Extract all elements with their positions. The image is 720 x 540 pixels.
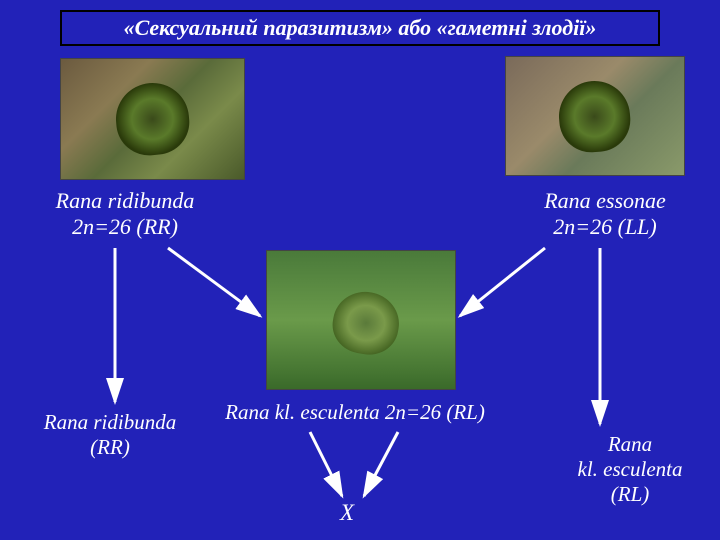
cross-symbol: X	[340, 500, 354, 526]
slide-title: «Сексуальний паразитизм» або «гаметні зл…	[60, 10, 660, 46]
parent-right-label-line1: Rana essonae	[544, 188, 666, 213]
parent-left-image	[60, 58, 245, 180]
parent-right-image	[505, 56, 685, 176]
parent-left-label-line2: 2n=26 (RR)	[72, 214, 178, 239]
parent-left-label: Rana ridibunda 2n=26 (RR)	[30, 188, 220, 241]
backcross-right-label: Rana kl. esculenta (RL)	[550, 432, 710, 508]
parent-left-label-line1: Rana ridibunda	[56, 188, 195, 213]
parent-right-label: Rana essonae 2n=26 (LL)	[510, 188, 700, 241]
backcross-right-line2: kl. esculenta	[578, 457, 683, 481]
backcross-left-line2: (RR)	[90, 435, 130, 459]
backcross-right-line1: Rana	[608, 432, 652, 456]
a-left-to-hybrid	[168, 248, 260, 316]
backcross-left-line1: Rana ridibunda	[44, 410, 176, 434]
backcross-right-line3: (RL)	[611, 482, 650, 506]
a-hybrid-to-x-right	[364, 432, 398, 496]
a-hybrid-to-x-left	[310, 432, 342, 496]
backcross-left-label: Rana ridibunda (RR)	[20, 410, 200, 460]
hybrid-top-label: Rana kl. esculenta 2n=26 (RL)	[195, 400, 515, 425]
a-right-to-hybrid	[460, 248, 545, 316]
parent-right-label-line2: 2n=26 (LL)	[553, 214, 656, 239]
hybrid-image	[266, 250, 456, 390]
